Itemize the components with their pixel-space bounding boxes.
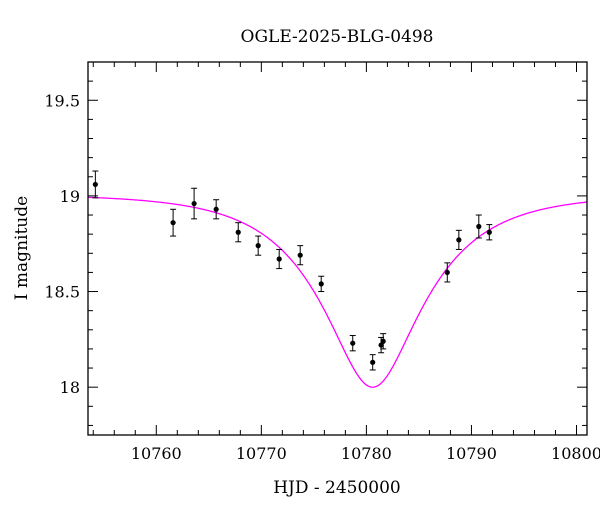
data-point bbox=[276, 256, 282, 262]
data-point bbox=[213, 206, 219, 212]
plot-frame bbox=[87, 61, 588, 436]
x-tick-label: 10770 bbox=[236, 444, 287, 463]
data-point bbox=[378, 342, 384, 348]
data-point bbox=[380, 338, 386, 344]
data-point bbox=[476, 223, 482, 230]
data-point bbox=[486, 229, 492, 235]
data-point bbox=[456, 237, 462, 243]
x-tick-label: 10790 bbox=[446, 444, 497, 463]
data-point bbox=[350, 340, 356, 346]
x-tick-label: 10800 bbox=[551, 444, 600, 463]
data-points bbox=[92, 170, 493, 371]
y-tick-label: 19 bbox=[60, 187, 80, 206]
tick-labels: 10760 10770 10780 10790 10800 18 18.5 19 19.5 bbox=[44, 91, 600, 463]
data-point bbox=[92, 181, 98, 188]
chart-title: OGLE-2025-BLG-0498 bbox=[241, 27, 434, 47]
model-curve bbox=[87, 196, 588, 388]
data-point bbox=[235, 229, 241, 235]
data-point bbox=[444, 269, 450, 276]
x-axis-label: HJD - 2450000 bbox=[273, 478, 401, 498]
data-point bbox=[318, 281, 324, 287]
axis-ticks bbox=[88, 61, 587, 435]
y-tick-label: 18.5 bbox=[44, 283, 80, 302]
y-axis-label: I magnitude bbox=[12, 196, 32, 300]
data-point bbox=[370, 359, 376, 365]
data-point bbox=[255, 243, 261, 249]
y-tick-label: 19.5 bbox=[44, 91, 80, 110]
data-point bbox=[170, 220, 176, 226]
data-point bbox=[191, 200, 197, 207]
x-tick-label: 10760 bbox=[131, 444, 182, 463]
x-tick-label: 10780 bbox=[341, 444, 392, 463]
data-point bbox=[297, 252, 303, 258]
y-tick-label: 18 bbox=[60, 378, 80, 397]
